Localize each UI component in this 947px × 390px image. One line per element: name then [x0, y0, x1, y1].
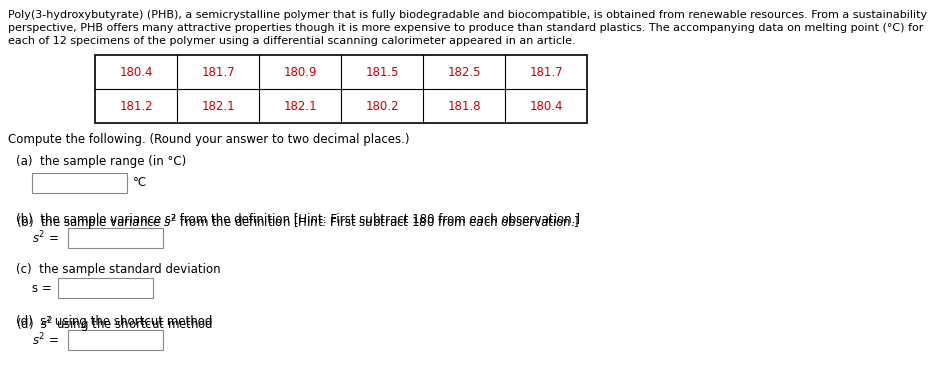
Text: Poly(3-hydroxybutyrate) (PHB), a semicrystalline polymer that is fully biodegrad: Poly(3-hydroxybutyrate) (PHB), a semicry…: [8, 10, 927, 20]
Bar: [95, 55, 587, 123]
Text: 180.4: 180.4: [119, 66, 152, 78]
Text: (c)  the sample standard deviation: (c) the sample standard deviation: [16, 263, 221, 276]
Bar: [58, 278, 153, 298]
Text: (b)  the sample variance $s^2$ from the definition [Hint: First subtract 180 fro: (b) the sample variance $s^2$ from the d…: [16, 213, 580, 232]
Text: $s^2$ =: $s^2$ =: [32, 230, 59, 246]
Text: 182.1: 182.1: [283, 99, 317, 112]
Text: perspective, PHB offers many attractive properties though it is more expensive t: perspective, PHB offers many attractive …: [8, 23, 923, 33]
Text: Compute the following. (Round your answer to two decimal places.): Compute the following. (Round your answe…: [8, 133, 409, 146]
Text: $s^2$ =: $s^2$ =: [32, 332, 59, 348]
Text: (d)  $s^2$ using the shortcut method: (d) $s^2$ using the shortcut method: [16, 315, 213, 335]
Text: 181.7: 181.7: [201, 66, 235, 78]
Text: (d)  s² using the shortcut method: (d) s² using the shortcut method: [16, 315, 212, 328]
Text: each of 12 specimens of the polymer using a differential scanning calorimeter ap: each of 12 specimens of the polymer usin…: [8, 36, 576, 46]
Text: (b)  the sample variance s² from the definition [Hint: First subtract 180 from e: (b) the sample variance s² from the defi…: [16, 213, 580, 226]
Text: 180.4: 180.4: [529, 99, 563, 112]
Text: 181.7: 181.7: [529, 66, 563, 78]
Text: 182.1: 182.1: [201, 99, 235, 112]
Text: 181.2: 181.2: [119, 99, 152, 112]
Bar: [68, 330, 163, 350]
Text: (a)  the sample range (in °C): (a) the sample range (in °C): [16, 155, 187, 168]
Bar: [68, 228, 163, 248]
Bar: [32, 173, 127, 193]
Text: s =: s =: [32, 282, 52, 294]
Text: 181.8: 181.8: [447, 99, 481, 112]
Text: 180.9: 180.9: [283, 66, 316, 78]
Text: 180.2: 180.2: [366, 99, 399, 112]
Text: 182.5: 182.5: [447, 66, 481, 78]
Text: 181.5: 181.5: [366, 66, 399, 78]
Text: °C: °C: [133, 177, 147, 190]
